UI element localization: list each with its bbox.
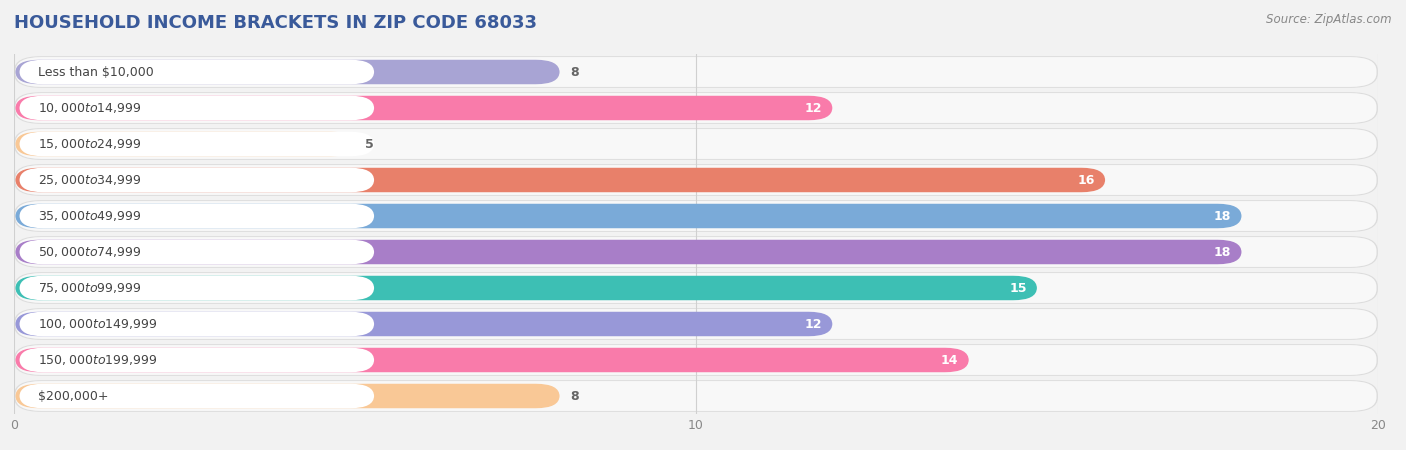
Text: 14: 14 bbox=[941, 354, 959, 366]
Text: $100,000 to $149,999: $100,000 to $149,999 bbox=[38, 317, 157, 331]
FancyBboxPatch shape bbox=[15, 312, 832, 336]
FancyBboxPatch shape bbox=[15, 276, 1038, 300]
Text: $25,000 to $34,999: $25,000 to $34,999 bbox=[38, 173, 142, 187]
Text: 12: 12 bbox=[804, 318, 823, 330]
FancyBboxPatch shape bbox=[20, 348, 374, 372]
FancyBboxPatch shape bbox=[20, 276, 374, 300]
FancyBboxPatch shape bbox=[14, 92, 1378, 124]
Text: 18: 18 bbox=[1213, 210, 1232, 222]
Text: 8: 8 bbox=[569, 390, 578, 402]
FancyBboxPatch shape bbox=[14, 236, 1378, 268]
Text: $150,000 to $199,999: $150,000 to $199,999 bbox=[38, 353, 157, 367]
FancyBboxPatch shape bbox=[15, 96, 832, 120]
FancyBboxPatch shape bbox=[20, 168, 374, 192]
FancyBboxPatch shape bbox=[15, 240, 1241, 264]
FancyBboxPatch shape bbox=[20, 384, 374, 408]
Text: 5: 5 bbox=[366, 138, 374, 150]
Text: 8: 8 bbox=[569, 66, 578, 78]
FancyBboxPatch shape bbox=[14, 56, 1378, 88]
FancyBboxPatch shape bbox=[15, 384, 560, 408]
FancyBboxPatch shape bbox=[20, 60, 374, 84]
Text: $75,000 to $99,999: $75,000 to $99,999 bbox=[38, 281, 142, 295]
FancyBboxPatch shape bbox=[15, 204, 1241, 228]
FancyBboxPatch shape bbox=[14, 308, 1378, 340]
FancyBboxPatch shape bbox=[14, 128, 1378, 160]
Text: $15,000 to $24,999: $15,000 to $24,999 bbox=[38, 137, 142, 151]
FancyBboxPatch shape bbox=[14, 200, 1378, 232]
FancyBboxPatch shape bbox=[14, 164, 1378, 196]
FancyBboxPatch shape bbox=[15, 93, 1376, 123]
FancyBboxPatch shape bbox=[15, 348, 969, 372]
FancyBboxPatch shape bbox=[15, 309, 1376, 339]
FancyBboxPatch shape bbox=[14, 272, 1378, 304]
FancyBboxPatch shape bbox=[20, 312, 374, 336]
FancyBboxPatch shape bbox=[15, 381, 1376, 411]
Text: Source: ZipAtlas.com: Source: ZipAtlas.com bbox=[1267, 14, 1392, 27]
Text: $200,000+: $200,000+ bbox=[38, 390, 108, 402]
FancyBboxPatch shape bbox=[15, 57, 1376, 87]
Text: 12: 12 bbox=[804, 102, 823, 114]
FancyBboxPatch shape bbox=[15, 237, 1376, 267]
Text: 15: 15 bbox=[1010, 282, 1026, 294]
FancyBboxPatch shape bbox=[20, 204, 374, 228]
Text: 18: 18 bbox=[1213, 246, 1232, 258]
FancyBboxPatch shape bbox=[20, 96, 374, 120]
FancyBboxPatch shape bbox=[15, 273, 1376, 303]
Text: HOUSEHOLD INCOME BRACKETS IN ZIP CODE 68033: HOUSEHOLD INCOME BRACKETS IN ZIP CODE 68… bbox=[14, 14, 537, 32]
FancyBboxPatch shape bbox=[15, 201, 1376, 231]
FancyBboxPatch shape bbox=[14, 344, 1378, 376]
FancyBboxPatch shape bbox=[15, 132, 356, 156]
Text: Less than $10,000: Less than $10,000 bbox=[38, 66, 153, 78]
Text: $50,000 to $74,999: $50,000 to $74,999 bbox=[38, 245, 142, 259]
Text: $10,000 to $14,999: $10,000 to $14,999 bbox=[38, 101, 142, 115]
Text: $35,000 to $49,999: $35,000 to $49,999 bbox=[38, 209, 142, 223]
FancyBboxPatch shape bbox=[14, 380, 1378, 412]
FancyBboxPatch shape bbox=[20, 132, 374, 156]
FancyBboxPatch shape bbox=[15, 168, 1105, 192]
FancyBboxPatch shape bbox=[15, 129, 1376, 159]
FancyBboxPatch shape bbox=[15, 165, 1376, 195]
FancyBboxPatch shape bbox=[15, 60, 560, 84]
Text: 16: 16 bbox=[1077, 174, 1095, 186]
FancyBboxPatch shape bbox=[15, 345, 1376, 375]
FancyBboxPatch shape bbox=[20, 240, 374, 264]
